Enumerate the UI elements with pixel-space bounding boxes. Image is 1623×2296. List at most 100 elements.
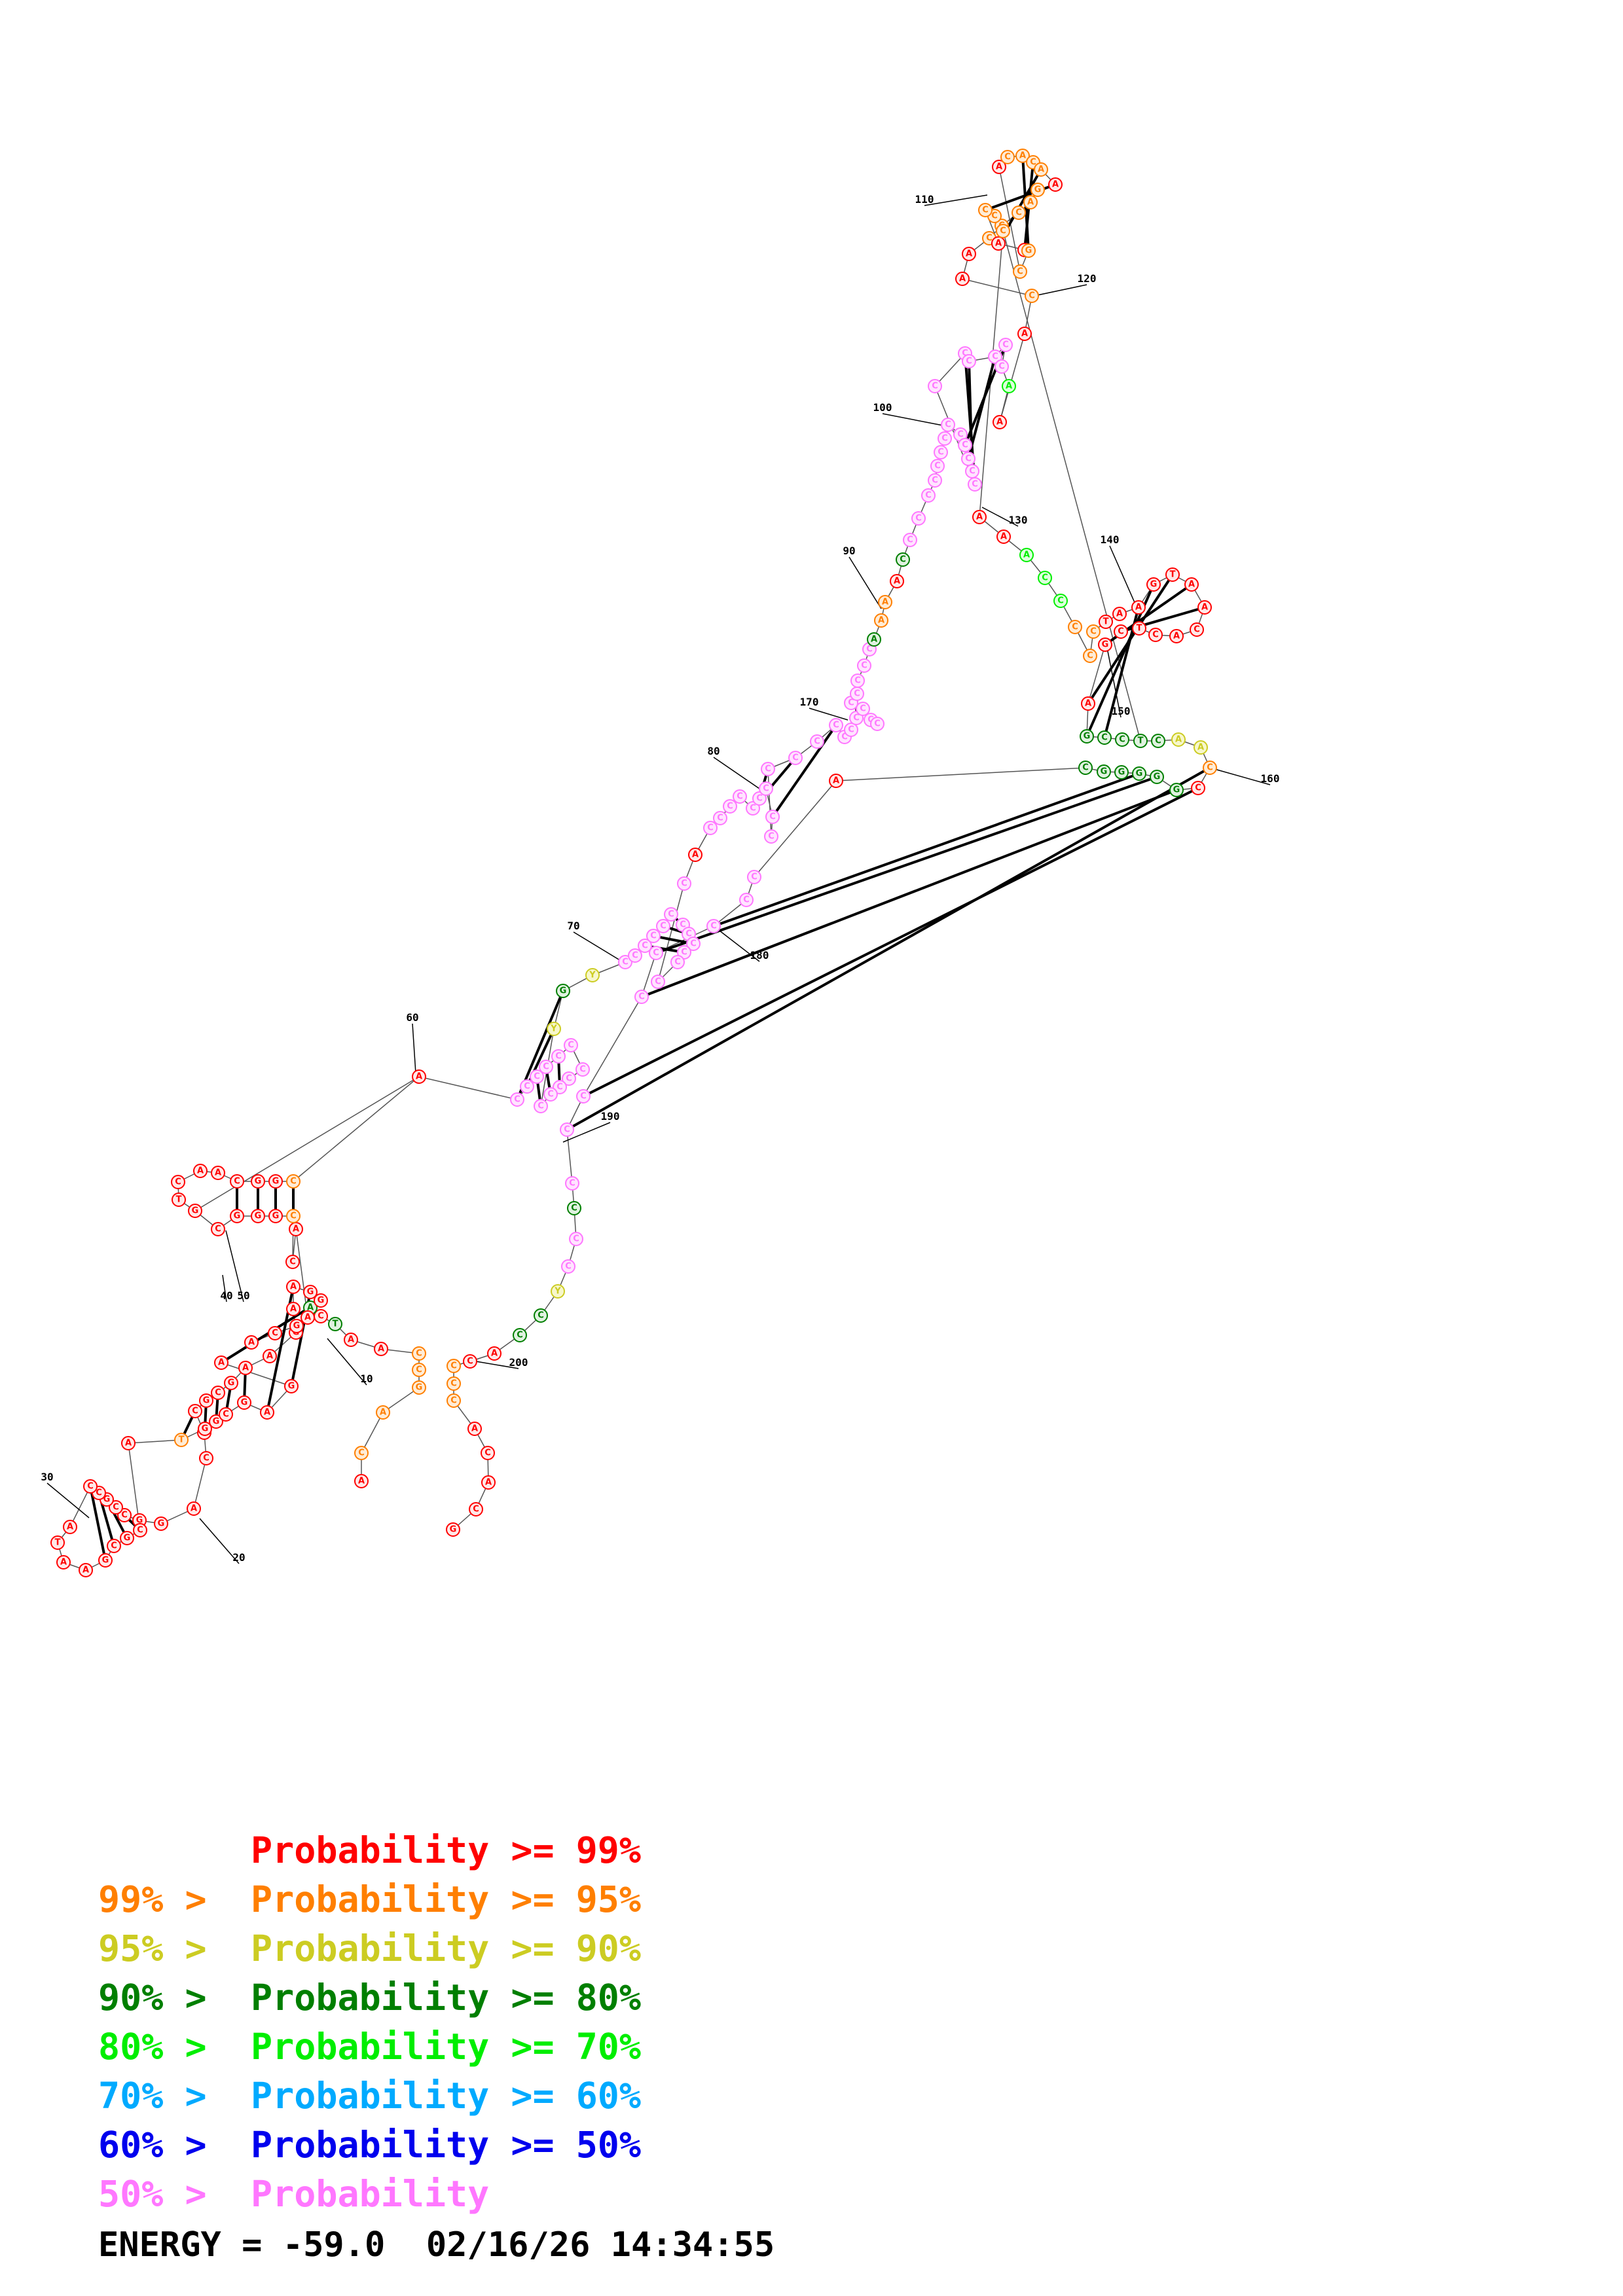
nucleotide-circle — [268, 1174, 283, 1189]
nucleotide-circle — [1099, 615, 1113, 629]
nucleotide-letter: G — [1173, 785, 1180, 795]
nucleotide: A — [829, 774, 843, 788]
position-tick — [713, 757, 760, 789]
base-pair-bond — [89, 1486, 107, 1561]
nucleotide-circle — [446, 1522, 460, 1537]
nucleotide-circle — [121, 1436, 136, 1450]
nucleotide-circle — [810, 734, 824, 749]
nucleotide-letter: A — [218, 1358, 225, 1368]
nucleotide-letter: A — [882, 598, 888, 607]
nucleotide: C — [447, 1393, 461, 1408]
nucleotide-letter: C — [318, 1312, 324, 1321]
nucleotide: A — [354, 1474, 369, 1488]
nucleotide-circle — [664, 907, 678, 922]
nucleotide-circle — [978, 203, 993, 217]
legend-text: Probability — [251, 2173, 490, 2215]
position-label: 20 — [232, 1551, 245, 1564]
nucleotide-circle — [1068, 620, 1082, 634]
nucleotide-letter: A — [1197, 743, 1204, 753]
nucleotide-letter: A — [995, 239, 1002, 249]
nucleotide-circle — [561, 1259, 575, 1274]
nucleotide-letter: G — [1102, 640, 1109, 650]
position-label: 140 — [1101, 533, 1120, 546]
nucleotide: C — [1083, 649, 1097, 663]
nucleotide-letter: C — [1101, 733, 1108, 743]
nucleotide-circle — [829, 718, 843, 732]
nucleotide-circle — [1000, 150, 1015, 164]
nucleotide: C — [677, 945, 691, 960]
nucleotide: C — [765, 810, 780, 824]
nucleotide-circle — [1184, 577, 1199, 592]
nucleotide-circle — [211, 1166, 225, 1180]
nucleotide: C — [539, 1060, 553, 1074]
nucleotide-letter: C — [1000, 226, 1006, 236]
nucleotide-circle — [878, 595, 892, 609]
nucleotide-letter: A — [125, 1439, 132, 1448]
nucleotide-circle — [567, 1201, 581, 1215]
position-tick — [1030, 284, 1087, 297]
nucleotide-letter: T — [179, 1435, 185, 1445]
nucleotide-circle — [487, 1346, 501, 1361]
position-tick — [199, 1518, 240, 1564]
position-tick — [46, 1482, 90, 1518]
nucleotide-circle — [344, 1333, 358, 1347]
nucleotide: G — [237, 1395, 251, 1410]
nucleotide-circle — [286, 1174, 301, 1189]
nucleotide: T — [1099, 615, 1113, 629]
nucleotide-letter: Y — [589, 971, 596, 980]
nucleotide-circle — [412, 1380, 426, 1395]
nucleotide-circle — [374, 1342, 388, 1356]
nucleotide: C — [664, 907, 678, 922]
nucleotide-circle — [412, 1363, 426, 1377]
nucleotide: G — [1114, 765, 1129, 780]
nucleotide-letter: G — [1084, 732, 1091, 742]
nucleotide-circle — [284, 1379, 299, 1393]
nucleotide: G — [1021, 243, 1036, 258]
legend-text: Probability >= 95% — [251, 1878, 642, 1920]
nucleotide-circle — [896, 552, 910, 567]
nucleotide: C — [481, 1446, 495, 1460]
nucleotide: G — [154, 1516, 168, 1531]
nucleotide-letter: C — [1042, 573, 1048, 583]
nucleotide-letter: C — [737, 792, 743, 802]
nucleotide: C — [713, 811, 727, 825]
nucleotide: C — [562, 1071, 576, 1086]
nucleotide: C — [759, 781, 773, 796]
nucleotide: C — [447, 1376, 461, 1391]
nucleotide-circle — [764, 829, 778, 844]
nucleotide: C — [286, 1174, 301, 1189]
nucleotide-circle — [1148, 628, 1163, 642]
nucleotide-circle — [706, 919, 721, 933]
nucleotide-layer: ACAGCCAATCAGGAAGAAGCGCACAGGCCGCCATAAGCGC… — [50, 149, 1217, 1577]
nucleotide-circle — [1078, 761, 1093, 775]
nucleotide-circle — [972, 510, 987, 524]
nucleotide-letter: A — [1019, 151, 1026, 161]
nucleotide-circle — [354, 1474, 369, 1488]
nucleotide-letter: A — [304, 1313, 311, 1323]
backbone-segment — [221, 1362, 292, 1387]
nucleotide-letter: A — [1116, 609, 1123, 619]
nucleotide-letter: A — [290, 1304, 297, 1314]
nucleotide: G — [314, 1293, 328, 1308]
nucleotide-circle — [677, 945, 691, 960]
nucleotide-letter: C — [710, 922, 717, 931]
nucleotide-circle — [560, 1122, 574, 1137]
nucleotide: C — [463, 1354, 477, 1369]
nucleotide: G — [556, 984, 570, 998]
nucleotide: Y — [551, 1284, 565, 1299]
nucleotide-circle — [890, 574, 904, 588]
nucleotide-letter: T — [176, 1195, 182, 1205]
nucleotide: C — [965, 464, 979, 478]
nucleotide: A — [79, 1563, 93, 1577]
nucleotide: C — [171, 1175, 185, 1189]
nucleotide: C — [994, 359, 1009, 374]
nucleotide-letter: A — [1175, 735, 1182, 745]
nucleotide-letter: C — [290, 1211, 297, 1221]
nucleotide-circle — [723, 799, 737, 814]
nucleotide: A — [993, 415, 1007, 429]
nucleotide: A — [263, 1349, 277, 1363]
nucleotide: C — [285, 1255, 300, 1269]
nucleotide-circle — [510, 1092, 524, 1107]
nucleotide: C — [761, 762, 775, 776]
nucleotide: A — [962, 247, 976, 261]
